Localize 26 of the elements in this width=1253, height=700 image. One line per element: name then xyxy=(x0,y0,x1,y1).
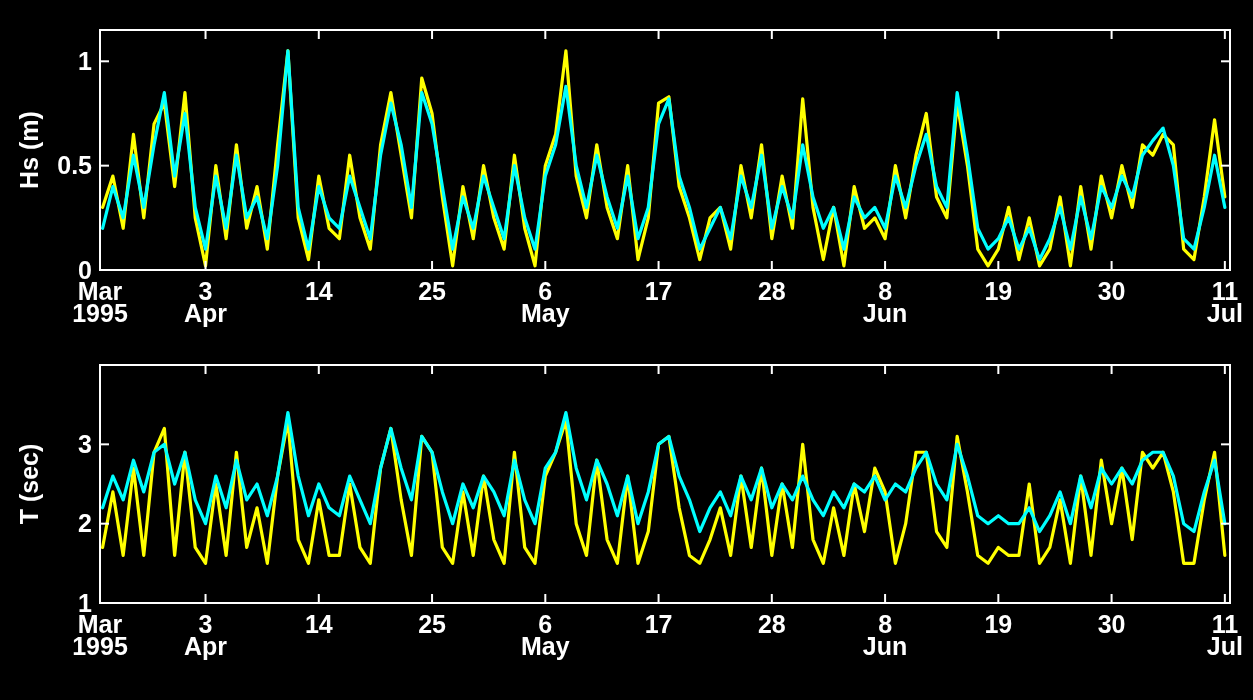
x-tick-label: 6 May xyxy=(520,277,570,327)
x-tick-label: 14 xyxy=(304,610,333,638)
y-tick-label: 1 xyxy=(78,47,93,76)
x-tick-label: 30 xyxy=(1097,610,1126,638)
x-tick-label: 11 Jul xyxy=(1206,277,1243,327)
x-tick-label: 8 Jun xyxy=(862,610,908,660)
x-tick-label: 25 xyxy=(418,610,447,638)
x-tick-label: 19 xyxy=(984,277,1013,305)
x-tick-label: 19 xyxy=(984,610,1013,638)
x-tick-label: 28 xyxy=(757,610,786,638)
x-tick-label: 3 Apr xyxy=(184,277,228,327)
x-tick-label: 8 Jun xyxy=(862,277,908,327)
x-tick-label: 17 xyxy=(644,277,673,305)
y-axis-title: T (sec) xyxy=(15,443,43,525)
x-tick-label: 14 xyxy=(304,277,333,305)
x-tick-label: 11 Jul xyxy=(1206,610,1243,660)
x-tick-label: 3 Apr xyxy=(184,610,228,660)
y-tick-label: 2 xyxy=(78,509,92,538)
x-tick-label: 28 xyxy=(757,277,786,305)
x-tick-label: 6 May xyxy=(520,610,570,660)
y-axis-title: Hs (m) xyxy=(15,111,43,189)
x-tick-label: 30 xyxy=(1097,277,1126,305)
y-tick-label: 3 xyxy=(78,430,92,459)
x-tick-label: 25 xyxy=(418,277,447,305)
x-tick-label: 17 xyxy=(644,610,673,638)
y-tick-label: 0.5 xyxy=(57,151,93,180)
